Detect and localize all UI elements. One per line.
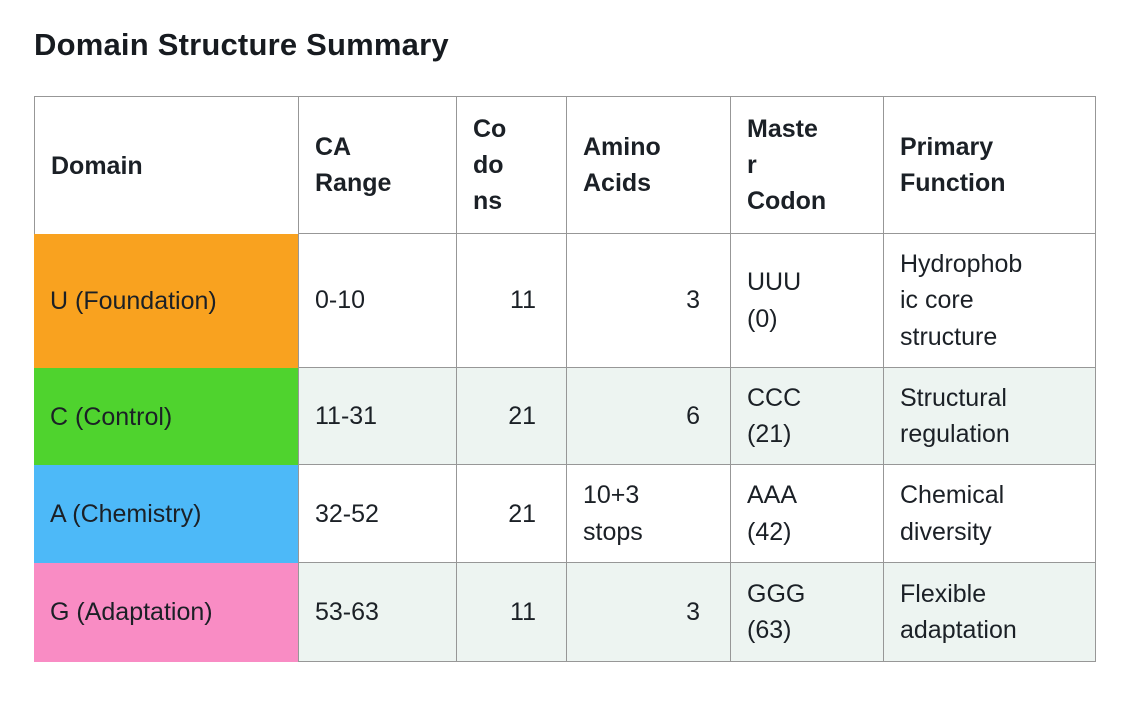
cell-master-codon: GGG (63): [731, 562, 884, 662]
header-row: Domain CA Range Co do ns Amino Acids Mas…: [34, 96, 1096, 235]
cell-domain: G (Adaptation): [34, 562, 299, 662]
cell-codons: 11: [457, 234, 567, 368]
cell-amino-acids: 10+3 stops: [567, 465, 731, 563]
domain-structure-table: Domain CA Range Co do ns Amino Acids Mas…: [34, 96, 1096, 662]
table-row-c-control: C (Control) 11-31 21 6 CCC (21) Structur…: [34, 367, 1096, 466]
col-header-ca-range: CA Range: [299, 96, 457, 235]
cell-ca-range: 11-31: [299, 367, 457, 466]
cell-ca-range: 32-52: [299, 465, 457, 563]
table-row-g-adaptation: G (Adaptation) 53-63 11 3 GGG (63) Flexi…: [34, 562, 1096, 662]
cell-master-codon: AAA (42): [731, 465, 884, 563]
cell-amino-acids: 3: [567, 562, 731, 662]
page-title: Domain Structure Summary: [34, 27, 449, 62]
cell-primary-function: Chemical diversity: [884, 465, 1096, 563]
cell-domain: A (Chemistry): [34, 465, 299, 563]
table-row-u-foundation: U (Foundation) 0-10 11 3 UUU (0) Hydroph…: [34, 234, 1096, 368]
table-row-a-chemistry: A (Chemistry) 32-52 21 10+3 stops AAA (4…: [34, 465, 1096, 563]
cell-codons: 11: [457, 562, 567, 662]
cell-ca-range: 53-63: [299, 562, 457, 662]
cell-primary-function: Flexible adaptation: [884, 562, 1096, 662]
page: Domain Structure Summary Domain CA Range…: [34, 27, 1096, 662]
cell-master-codon: UUU (0): [731, 234, 884, 368]
table-body: U (Foundation) 0-10 11 3 UUU (0) Hydroph…: [34, 234, 1096, 662]
cell-master-codon: CCC (21): [731, 367, 884, 466]
col-header-codons: Co do ns: [457, 96, 567, 235]
cell-codons: 21: [457, 465, 567, 563]
table-header: Domain CA Range Co do ns Amino Acids Mas…: [34, 96, 1096, 235]
col-header-primary-function: Primary Function: [884, 96, 1096, 235]
cell-amino-acids: 6: [567, 367, 731, 466]
cell-primary-function: Hydrophob ic core structure: [884, 234, 1096, 368]
cell-amino-acids: 3: [567, 234, 731, 368]
cell-primary-function: Structural regulation: [884, 367, 1096, 466]
col-header-master-codon: Maste r Codon: [731, 96, 884, 235]
col-header-domain: Domain: [34, 96, 299, 235]
cell-domain: U (Foundation): [34, 234, 299, 368]
cell-domain: C (Control): [34, 367, 299, 466]
cell-ca-range: 0-10: [299, 234, 457, 368]
col-header-amino-acids: Amino Acids: [567, 96, 731, 235]
cell-codons: 21: [457, 367, 567, 466]
